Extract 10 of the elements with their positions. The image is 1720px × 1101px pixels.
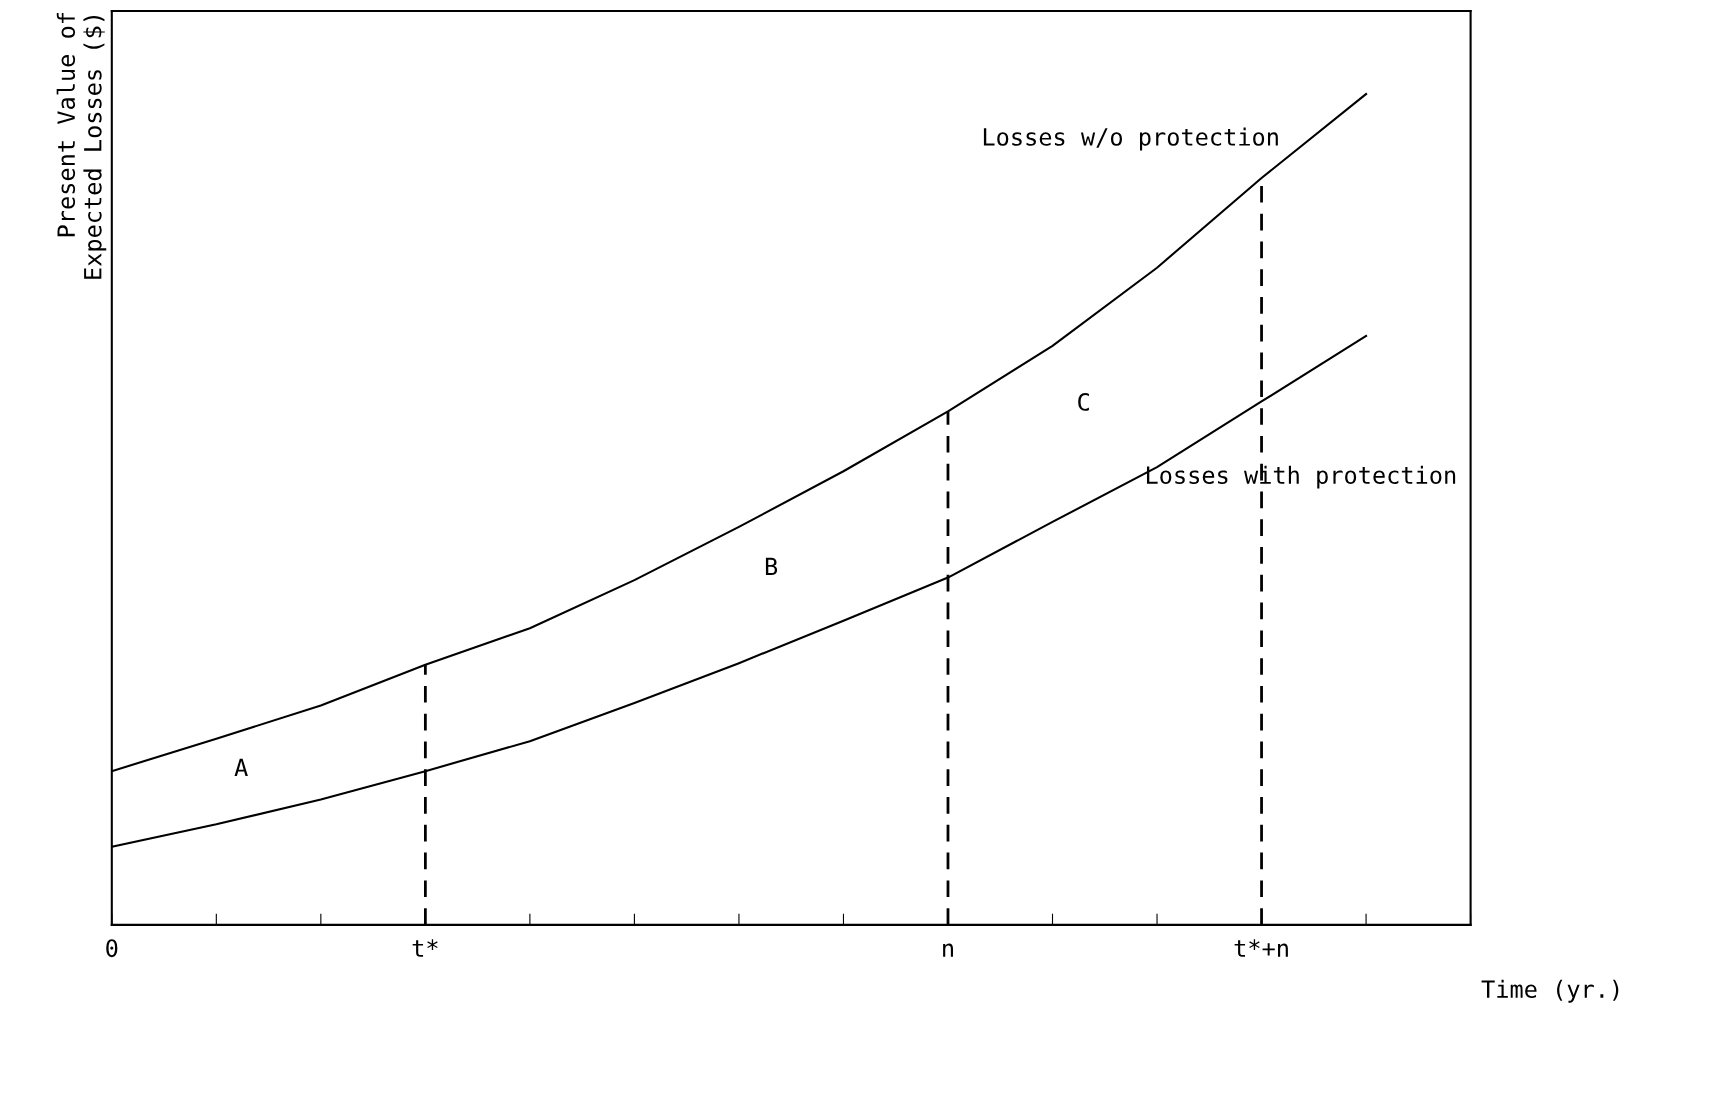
annotation: B	[765, 557, 778, 576]
x-tick-label: n	[943, 943, 953, 957]
x-axis-title: Time (yr.)	[1481, 979, 1619, 1003]
y-axis-title: Present Value of Expected Losses ($)	[56, 12, 107, 279]
x-tick-label: t*+n	[1234, 939, 1288, 957]
annotation: C	[1078, 393, 1089, 411]
x-tick-label: t*	[412, 939, 438, 957]
x-tick-label: 0	[106, 939, 118, 958]
annotation: A	[234, 758, 248, 777]
annotation: Losses w/o protection	[983, 127, 1278, 151]
